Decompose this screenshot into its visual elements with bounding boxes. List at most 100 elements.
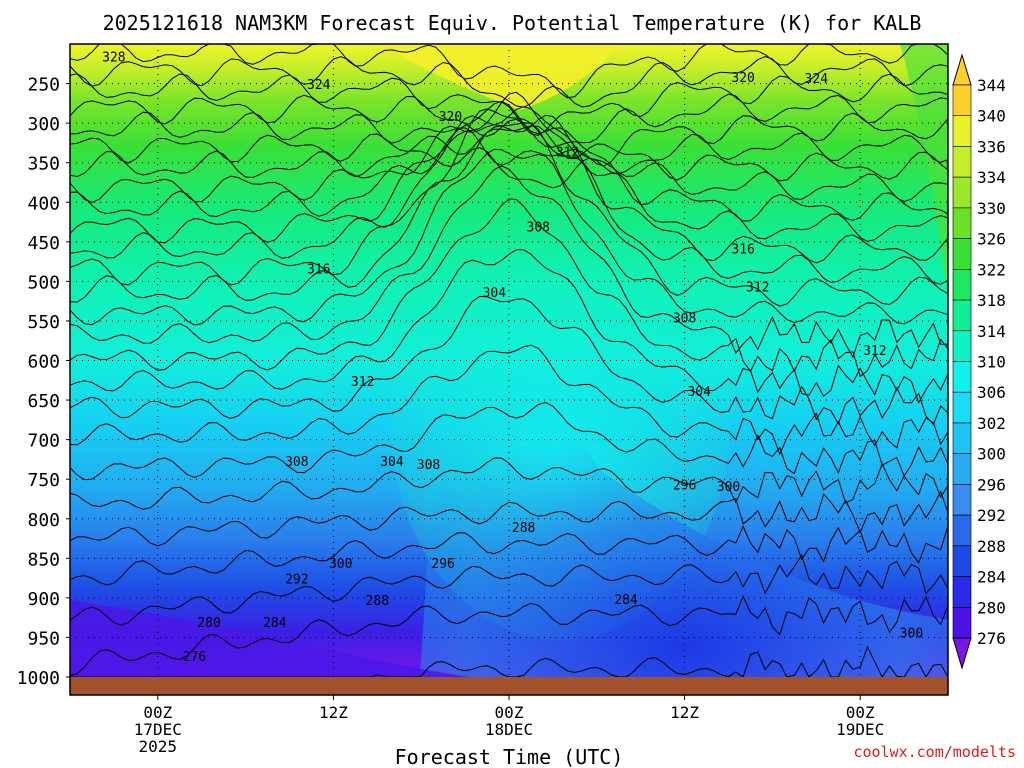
contour-label: 284 <box>614 593 638 608</box>
colorbar-min-arrow <box>952 637 972 670</box>
x-tick-label: 2025 <box>139 737 178 756</box>
colorbar-label: 340 <box>977 107 1006 126</box>
contour-line <box>70 44 948 99</box>
contour-label: 288 <box>512 521 535 536</box>
contour-label: 312 <box>556 145 579 160</box>
colorbar-label: 310 <box>977 353 1006 372</box>
x-tick-label: 12Z <box>319 703 348 722</box>
y-tick-label: 900 <box>27 589 60 610</box>
plot-area: 328 324 320 312 308 316 304 312 308 304 308 300 296 2… <box>70 44 948 677</box>
colorbar-label: 302 <box>977 414 1006 433</box>
y-tick-label: 250 <box>27 75 60 96</box>
yellow-top-plume <box>380 44 620 110</box>
colorbar-label: 292 <box>977 506 1006 525</box>
contour-line <box>70 595 948 676</box>
colorbar-label: 318 <box>977 291 1006 310</box>
x-tick-label: 19DEC <box>836 720 884 739</box>
y-tick-label: 950 <box>27 628 60 649</box>
colorbar-label: 284 <box>977 568 1006 587</box>
contour-label: 320 <box>731 71 754 86</box>
colorbar-swatch <box>952 545 972 577</box>
credit-link[interactable]: coolwx.com/modelts <box>853 743 1016 761</box>
y-tick-label: 450 <box>27 233 60 254</box>
x-tick-label: 00Z <box>846 703 875 722</box>
colorbar-swatch <box>952 576 972 608</box>
colorbar-label: 296 <box>977 475 1006 494</box>
colorbar-label: 326 <box>977 230 1006 249</box>
contour-line <box>70 554 948 626</box>
y-tick-label: 300 <box>27 114 60 135</box>
contour-label: 300 <box>717 480 740 495</box>
colorbar-max-arrow <box>952 53 972 86</box>
contour-label: 312 <box>351 375 374 390</box>
x-tick-label: 17DEC <box>134 720 182 739</box>
colorbar-label: 300 <box>977 445 1006 464</box>
contour-line <box>70 100 948 222</box>
colorbar-swatch <box>952 176 972 209</box>
contour-label: 316 <box>307 263 330 278</box>
contour-label: 308 <box>285 455 308 470</box>
colorbar-swatch <box>952 391 972 424</box>
contour-label: 292 <box>285 573 308 588</box>
contour-label: 296 <box>431 557 454 572</box>
contour-label: 324 <box>805 72 829 87</box>
y-tick-label: 550 <box>27 312 60 333</box>
colorbar-swatch <box>952 84 972 117</box>
colorbar-label: 280 <box>977 598 1006 617</box>
colorbar-label: 330 <box>977 199 1006 218</box>
colorbar-swatch <box>952 606 972 639</box>
contour-line <box>70 401 948 481</box>
contour-line <box>70 148 948 326</box>
colorbar-swatch <box>952 207 972 239</box>
contour-label: 304 <box>483 286 507 301</box>
contour-line <box>70 108 948 286</box>
colorbar-swatch <box>952 361 972 393</box>
contour-label: 304 <box>687 385 711 400</box>
contour-label: 324 <box>307 78 331 93</box>
contour-label: 308 <box>417 458 440 473</box>
y-axis: 250 300 350 400 450 500 550 600 650 700 750 800 850 9… <box>17 75 70 689</box>
y-tick-label: 850 <box>27 549 60 570</box>
contour-label: 288 <box>366 594 389 609</box>
contour-labels: 328 324 320 312 308 316 304 312 308 304 308 300 296 2… <box>102 50 923 665</box>
gridlines <box>70 44 948 677</box>
colorbar-label: 334 <box>977 168 1006 187</box>
contour-line <box>70 645 948 677</box>
cold-dome <box>420 380 948 677</box>
y-tick-label: 1000 <box>17 668 60 689</box>
contour-line <box>70 344 948 456</box>
colorbar-label: 276 <box>977 629 1006 648</box>
contour-line <box>70 457 948 510</box>
colorbar-swatch <box>952 422 972 454</box>
contour-lines <box>70 44 948 677</box>
contour-label: 316 <box>731 243 754 258</box>
y-tick-label: 350 <box>27 154 60 175</box>
y-tick-label: 400 <box>27 193 60 214</box>
colorbar-swatch <box>952 330 972 362</box>
colorbar-swatch <box>952 115 972 147</box>
x-tick-label: 00Z <box>143 703 172 722</box>
colorbar-swatch <box>952 146 972 178</box>
y-tick-label: 500 <box>27 272 60 293</box>
contour-label: 304 <box>380 455 404 470</box>
y-tick-label: 650 <box>27 391 60 412</box>
contour-line <box>70 93 948 148</box>
contour-line <box>70 198 948 378</box>
upper-green-pocket <box>900 44 948 300</box>
colorbar-swatch <box>952 453 972 485</box>
contour-label: 300 <box>329 557 352 572</box>
x-tick-label: 00Z <box>495 703 524 722</box>
contour-label: 284 <box>263 616 287 631</box>
colorbar-label: 322 <box>977 260 1006 279</box>
colorbar-label: 314 <box>977 322 1006 341</box>
contour-line <box>70 91 948 244</box>
contour-line <box>70 125 948 182</box>
y-tick-label: 600 <box>27 352 60 373</box>
contour-label: 312 <box>746 281 769 296</box>
colorbar-label: 306 <box>977 383 1006 402</box>
contour-label: 280 <box>197 616 220 631</box>
contour-label: 328 <box>102 50 125 65</box>
contour-label: 308 <box>527 221 550 236</box>
